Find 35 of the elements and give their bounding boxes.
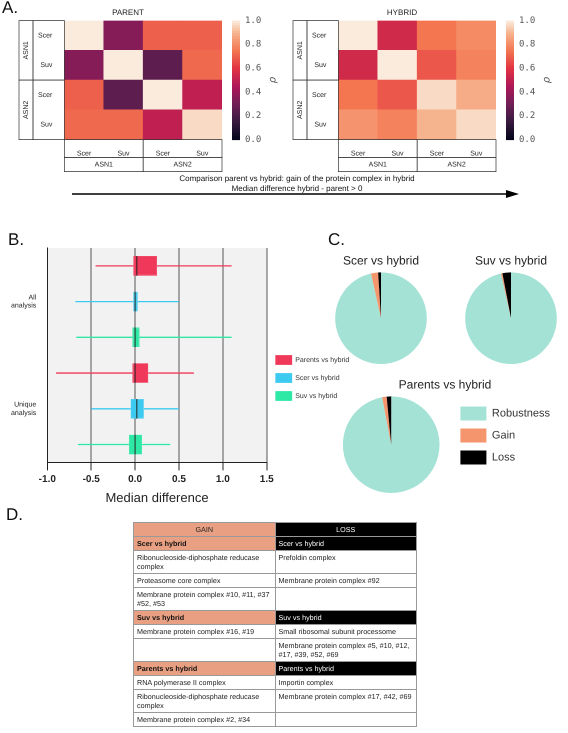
color-bar-label: 0.8 [519,40,536,50]
color-bar-label: 1.0 [519,16,536,26]
text: A. [2,0,18,18]
chart-title: Scer vs hybrid [342,254,420,268]
text: B. [8,230,24,250]
text: C. [328,230,345,250]
text: Median difference hybrid - parent > 0 [230,184,364,194]
text: D. [6,505,23,525]
chart-title: Parents vs hybrid [398,378,492,392]
color-bar-label: 0.2 [245,111,262,122]
color-bar-title: ρ [542,76,553,84]
x-tick-label: 0.5 [172,474,186,486]
color-bar-label: 0.4 [519,87,536,98]
color-bar-label: 0.6 [245,64,262,74]
chart-title: PARENT [112,8,144,18]
legend-label: Gain [492,430,516,442]
color-bar-label: 1.0 [245,16,262,26]
color-bar-label: 0.4 [245,87,262,98]
chart-title: Suv vs hybrid [474,254,548,268]
x-tick-label: -0.5 [82,474,100,486]
x-axis-title: Median difference [105,490,209,505]
x-tick-label: -1.0 [38,474,56,486]
text: Comparison parent vs hybrid: gain of the protein complex in hybrid [178,174,416,184]
color-bar-label: 0.0 [245,134,262,145]
legend-label: Loss [492,452,516,464]
legend-label: Robustness [492,408,550,420]
color-bar-label: 0.8 [245,40,262,50]
color-bar-label: 0.6 [519,64,536,74]
color-bar-title: ρ [268,76,279,84]
x-tick-label: 0.0 [128,474,142,486]
x-tick-label: 1.5 [260,474,274,486]
color-bar-label: 0.0 [519,134,536,145]
color-bar-label: 0.2 [519,111,536,122]
x-tick-label: 1.0 [216,474,230,486]
chart-title: HYBRID [386,8,418,18]
